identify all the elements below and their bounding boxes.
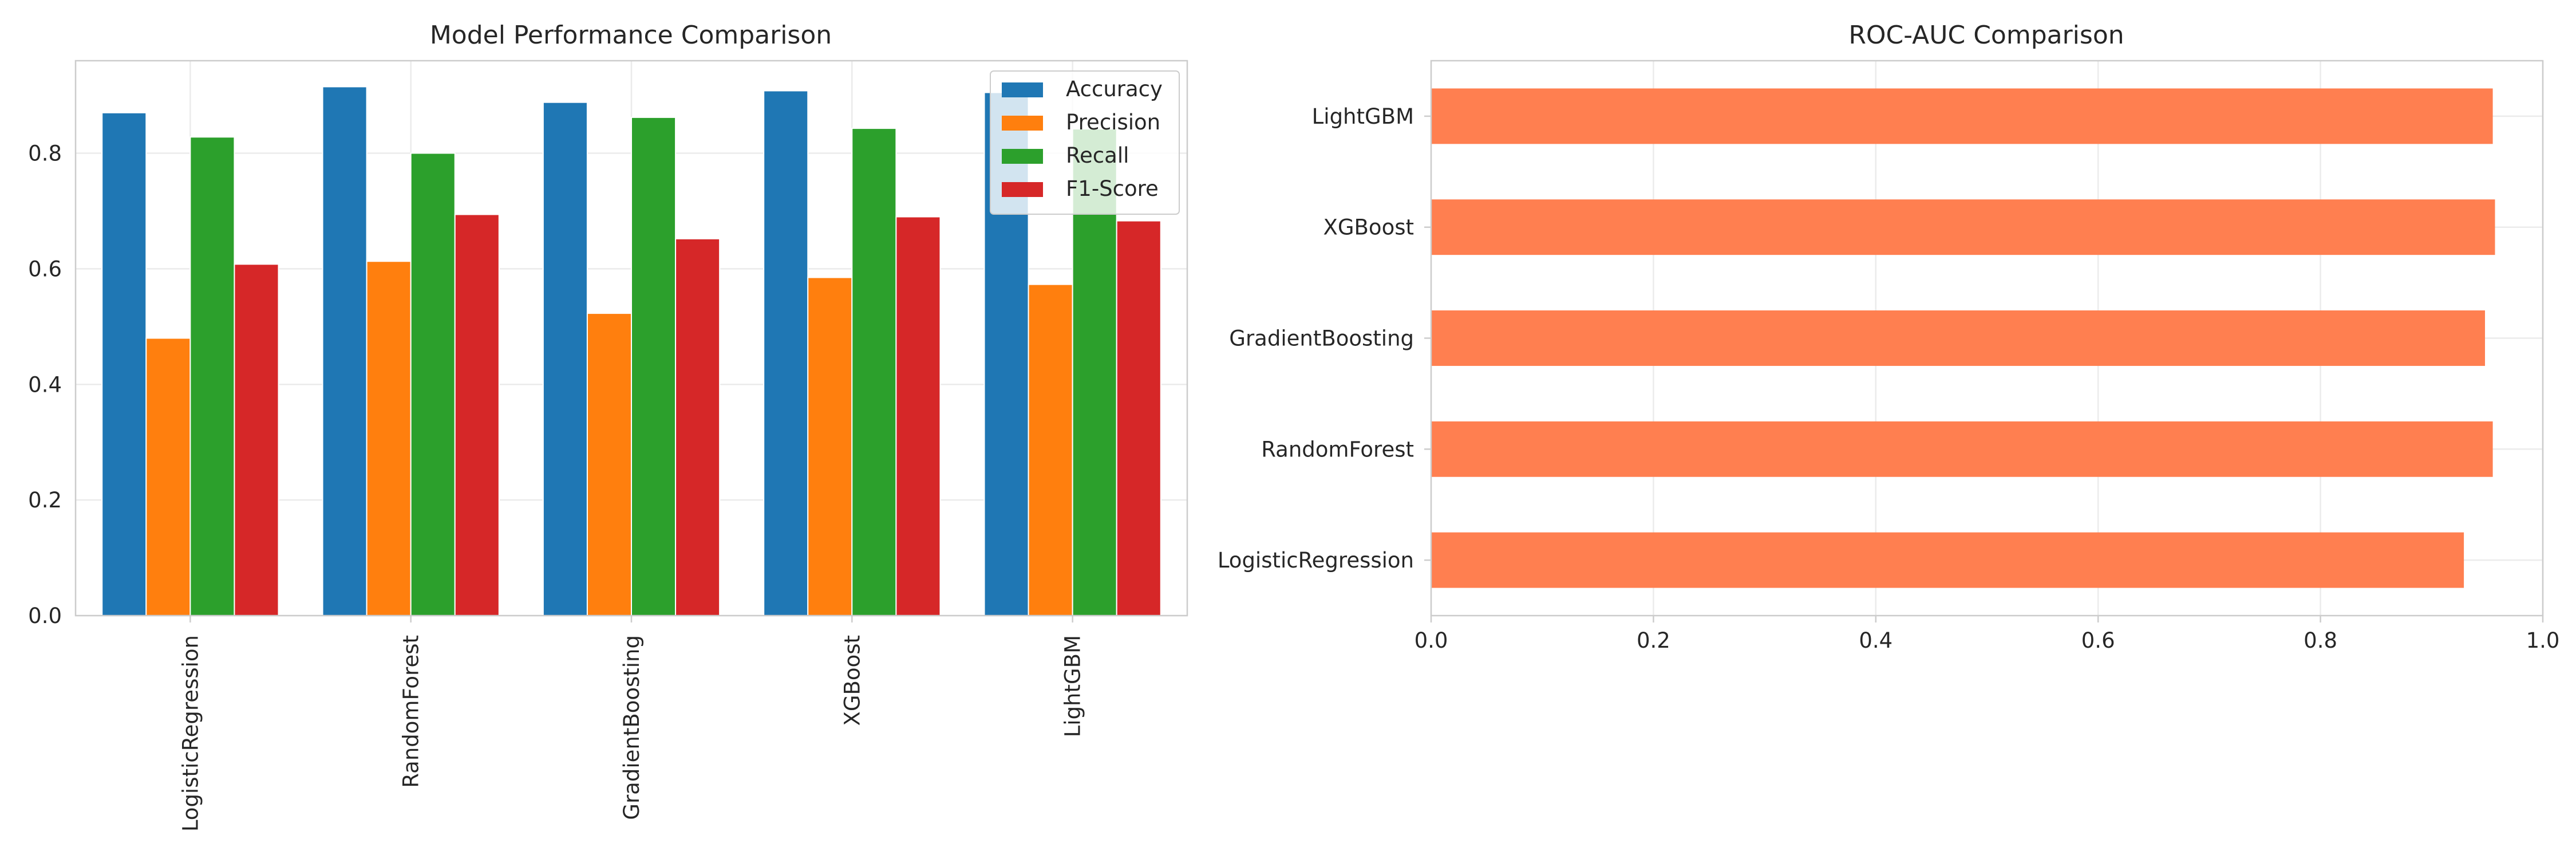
bar-accuracy-xgboost (763, 90, 809, 617)
legend-swatch-f1-score (1002, 182, 1043, 197)
bar-f1-score-xgboost (895, 216, 941, 616)
bar-precision-gradientboosting (586, 313, 633, 616)
x-tick-label: 0.6 (2081, 628, 2115, 653)
y-tick-label: RandomForest (1261, 437, 1414, 462)
x-tick-label: LightGBM (1061, 635, 1085, 737)
roc-auc-bar-logisticregression (1431, 532, 2464, 588)
bar-recall-randomforest (410, 152, 456, 616)
x-tick-label: 0.0 (1415, 628, 1448, 653)
x-tick-label: 0.2 (1637, 628, 1670, 653)
bar-accuracy-randomforest (322, 86, 368, 616)
bar-recall-logisticregression (189, 136, 235, 617)
roc-auc-chart: ROC-AUC Comparison LogisticRegression Ran… (1218, 21, 2560, 653)
roc-auc-bar-randomforest (1431, 421, 2493, 477)
x-tick-label: 0.8 (2304, 628, 2337, 653)
bar-precision-xgboost (807, 277, 853, 616)
performance-chart-title: Model Performance Comparison (430, 21, 832, 50)
y-tick-label: LogisticRegression (1218, 548, 1414, 573)
bar-f1-score-logisticregression (234, 263, 279, 616)
roc-auc-chart-x-ticks: 0.0 0.2 0.4 0.6 0.8 1.0 (1415, 616, 2560, 653)
roc-auc-chart-title: ROC-AUC Comparison (1848, 21, 2124, 50)
bar-accuracy-gradientboosting (542, 101, 588, 617)
bar-f1-score-randomforest (454, 214, 500, 616)
y-tick-label: 0.2 (28, 488, 62, 513)
bar-f1-score-lightgbm (1116, 220, 1161, 616)
legend-label: Recall (1066, 143, 1129, 168)
y-tick-label: 0.6 (28, 257, 62, 281)
roc-auc-chart-y-ticks: LogisticRegression RandomForest GradientBo… (1218, 104, 1431, 573)
roc-auc-bar-gradientboosting (1431, 310, 2486, 366)
legend-swatch-recall (1002, 149, 1043, 164)
roc-auc-chart-bars (1431, 88, 2495, 588)
bar-recall-gradientboosting (631, 116, 677, 616)
x-tick-label: LogisticRegression (178, 635, 203, 832)
performance-chart-x-ticks: LogisticRegression RandomForest GradientBo… (178, 616, 1085, 832)
y-tick-label: XGBoost (1323, 215, 1414, 240)
legend-label: Accuracy (1066, 77, 1163, 101)
x-tick-label: 0.4 (1859, 628, 1893, 653)
x-tick-label: RandomForest (399, 635, 424, 788)
bar-recall-xgboost (851, 128, 897, 617)
roc-auc-bar-xgboost (1431, 199, 2495, 255)
legend-swatch-precision (1002, 116, 1043, 131)
x-tick-label: 1.0 (2526, 628, 2560, 653)
performance-chart-legend: Accuracy Precision Recall F1-Score (990, 70, 1180, 215)
bar-f1-score-gradientboosting (675, 238, 721, 616)
bar-precision-logisticregression (145, 337, 191, 616)
bar-precision-lightgbm (1028, 283, 1073, 616)
x-tick-label: GradientBoosting (619, 635, 644, 820)
legend-label: F1-Score (1066, 176, 1159, 201)
bar-accuracy-logisticregression (101, 112, 147, 616)
y-tick-label: 0.8 (28, 141, 62, 166)
y-tick-label: GradientBoosting (1229, 326, 1414, 351)
y-tick-label: 0.0 (28, 604, 62, 628)
performance-chart-y-ticks: 0.0 0.2 0.4 0.6 0.8 (28, 141, 62, 629)
bar-precision-randomforest (366, 261, 412, 616)
y-tick-label: LightGBM (1312, 104, 1414, 129)
legend-swatch-accuracy (1002, 82, 1043, 97)
x-tick-label: XGBoost (840, 635, 864, 726)
performance-chart: Model Performance Comparison 0.00.20.40.… (28, 21, 1188, 832)
legend-box (990, 70, 1180, 215)
legend-label: Precision (1066, 110, 1160, 135)
roc-auc-bar-lightgbm (1431, 88, 2493, 144)
y-tick-label: 0.4 (28, 372, 62, 397)
